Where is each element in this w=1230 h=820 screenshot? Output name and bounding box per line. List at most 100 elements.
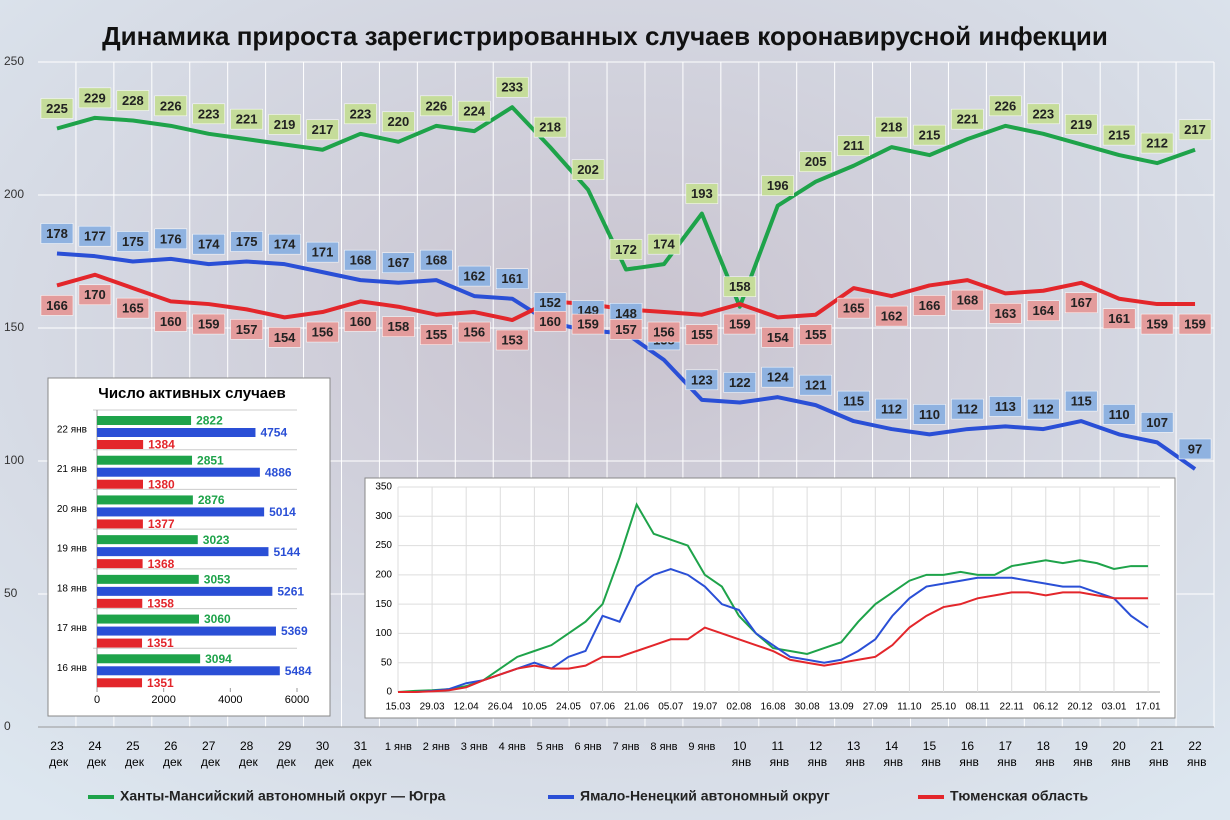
value-label-bg — [495, 329, 529, 351]
value-label: 175 — [236, 234, 258, 249]
x-tick-label: 12 янв — [804, 739, 827, 769]
value-label: 176 — [160, 231, 182, 246]
value-label: 164 — [1032, 303, 1054, 318]
value-label-bg — [533, 311, 567, 332]
value-label: 226 — [425, 98, 447, 113]
value-label: 4754 — [260, 426, 287, 440]
value-label: 160 — [160, 314, 182, 329]
x-tick-label: 5 янв — [537, 741, 564, 753]
value-label: 211 — [843, 138, 864, 153]
value-label: 156 — [653, 324, 675, 339]
value-label-bg — [495, 268, 529, 289]
value-label-bg — [761, 175, 794, 196]
y-tick-label: 100 — [4, 453, 24, 467]
x-tick-label: 28 дек — [236, 739, 259, 769]
value-label: 1380 — [148, 477, 175, 491]
value-label: 1384 — [148, 438, 175, 452]
value-label-bg — [951, 398, 984, 420]
value-label-bg — [306, 241, 339, 263]
value-label-bg — [1102, 308, 1136, 329]
value-label-bg — [40, 98, 74, 119]
x-tick-label: 29 дек — [273, 739, 296, 769]
value-label: 156 — [463, 324, 485, 339]
value-label: 3023 — [203, 533, 230, 547]
bar — [97, 598, 143, 608]
value-label-bg — [1140, 132, 1174, 154]
value-label: 233 — [501, 80, 523, 95]
value-label-bg — [268, 327, 301, 348]
value-label-bg — [875, 398, 908, 420]
value-label: 158 — [729, 279, 751, 294]
value-label: 5484 — [285, 664, 312, 678]
x-tick-label: 16 янв — [956, 739, 979, 769]
value-label: 157 — [615, 322, 637, 337]
value-label: 202 — [577, 162, 599, 177]
value-label: 162 — [881, 309, 903, 324]
value-label: 161 — [1108, 311, 1130, 326]
value-label-bg — [268, 114, 301, 135]
x-tick-label: 11 янв — [766, 739, 789, 769]
value-label-bg — [382, 252, 415, 274]
value-label: 167 — [388, 255, 410, 270]
bar — [97, 467, 260, 477]
inset-line-plot: 0 50 100 150 200 250 300 350 15.03 29.03 12.04 26.0… — [375, 482, 1161, 713]
x-tick-label: 23 дек — [46, 739, 69, 769]
value-label: 161 — [501, 271, 523, 286]
value-label-bg — [685, 324, 719, 345]
value-label: 113 — [995, 399, 1016, 414]
bar — [97, 507, 265, 517]
x-tick-label: 25.10 — [931, 702, 956, 713]
bar — [97, 479, 143, 489]
x-tick-label: 1 янв — [385, 741, 412, 753]
x-tick-label: 22.11 — [1000, 702, 1025, 713]
value-label: 3053 — [204, 573, 231, 587]
value-label: 1377 — [148, 517, 175, 531]
x-tick-label: 30.08 — [795, 702, 820, 713]
bar — [97, 586, 273, 596]
x-tick-label: 0 — [94, 694, 100, 706]
value-label: 3094 — [205, 652, 232, 666]
value-label-bg — [1064, 114, 1098, 135]
y-tick-label: 22 янв — [57, 424, 87, 435]
value-label: 166 — [919, 298, 941, 313]
value-label-bg — [1140, 412, 1174, 433]
value-label: 97 — [1188, 441, 1202, 456]
value-label: 168 — [425, 253, 447, 268]
x-tick-label: 15 янв — [918, 739, 941, 769]
value-label-bg — [799, 374, 832, 396]
value-label: 223 — [198, 106, 220, 121]
x-tick-label: 24 дек — [84, 739, 107, 769]
x-tick-label: 4 янв — [499, 741, 526, 753]
x-tick-label: 21.06 — [624, 702, 649, 713]
value-label-bg — [458, 265, 491, 287]
value-label-bg — [989, 95, 1022, 117]
value-label: 156 — [312, 324, 334, 339]
bar — [97, 654, 201, 664]
y-tick-label: 50 — [381, 657, 393, 668]
value-label-bg — [913, 404, 946, 425]
value-label-bg — [458, 321, 491, 343]
value-label: 155 — [425, 327, 447, 342]
x-tick-label: 26 дек — [160, 739, 183, 769]
value-label-bg — [1178, 438, 1212, 460]
x-tick-label: 4000 — [218, 694, 242, 706]
bar — [97, 626, 276, 636]
value-label: 165 — [843, 301, 865, 316]
y-tick-label: 50 — [4, 586, 18, 600]
x-tick-label: 2000 — [151, 694, 175, 706]
x-tick-label: 10 янв — [728, 739, 751, 769]
x-tick-label: 6000 — [285, 694, 309, 706]
value-label: 159 — [577, 316, 599, 331]
x-tick-label: 8 янв — [650, 741, 677, 753]
value-label: 163 — [995, 306, 1017, 321]
x-tick-label: 21 янв — [1146, 739, 1169, 769]
value-label-bg — [230, 319, 263, 340]
value-label-bg — [382, 316, 415, 337]
value-label-bg — [230, 231, 263, 252]
x-tick-label: 22 янв — [1184, 739, 1207, 769]
value-label: 174 — [274, 237, 296, 252]
value-label-bg — [1178, 119, 1212, 141]
value-label: 215 — [1108, 128, 1130, 143]
x-tick-label: 13 янв — [842, 739, 865, 769]
